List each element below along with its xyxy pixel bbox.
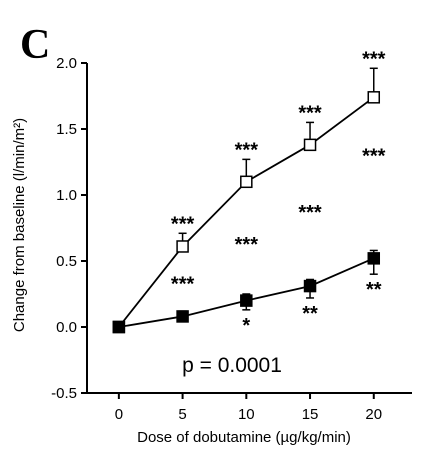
series-0-significance-label: *** bbox=[235, 139, 259, 161]
series-0-significance-label: *** bbox=[171, 213, 195, 235]
series-1-point bbox=[240, 294, 253, 307]
between-group-significance-label: *** bbox=[362, 145, 386, 167]
series-0-point bbox=[303, 138, 317, 152]
series-1-point bbox=[303, 279, 317, 293]
p-value-annotation: p = 0.0001 bbox=[182, 354, 282, 377]
x-tick-label: 20 bbox=[365, 406, 382, 423]
x-tick-label: 15 bbox=[302, 406, 319, 423]
y-tick-label: 1.5 bbox=[56, 121, 77, 138]
y-tick-label: 0.0 bbox=[56, 319, 77, 336]
series-1-significance-label: * bbox=[242, 315, 250, 337]
series-1-significance-label: ** bbox=[366, 279, 382, 301]
series-0-significance-label: *** bbox=[298, 102, 322, 124]
x-tick-label: 5 bbox=[178, 406, 186, 423]
panel-label: C bbox=[20, 22, 50, 68]
series-1-significance-label: ** bbox=[302, 303, 318, 325]
series-0-significance-label: *** bbox=[362, 48, 386, 70]
y-axis-title: Change from baseline (l/min/m²) bbox=[11, 118, 28, 332]
error-bars bbox=[178, 67, 378, 323]
between-group-significance-label: *** bbox=[235, 234, 259, 256]
y-tick-label: 1.0 bbox=[56, 187, 77, 204]
axes: 2.0 1.5 1.0 0.5 0.0 -0.5 0 5 10 15 20 bbox=[51, 55, 412, 423]
series-0-line bbox=[118, 96, 375, 328]
between-group-significance-label: *** bbox=[298, 202, 322, 224]
x-tick-label: 10 bbox=[238, 406, 255, 423]
series-1-point bbox=[367, 252, 381, 265]
markers bbox=[112, 91, 381, 334]
between-group-significance-label: *** bbox=[171, 273, 195, 295]
y-tick-label: 0.5 bbox=[56, 253, 77, 270]
x-axis-title: Dose of dobutamine (µg/kg/min) bbox=[137, 429, 351, 446]
series-lines bbox=[118, 96, 375, 328]
significance-labels: ***************************** bbox=[171, 48, 386, 337]
series-1-point bbox=[112, 320, 126, 334]
series-0-point bbox=[367, 91, 381, 104]
series-1-point bbox=[176, 310, 189, 323]
x-tick-label: 0 bbox=[115, 406, 123, 423]
series-0-point bbox=[176, 240, 189, 253]
y-tick-label: -0.5 bbox=[51, 385, 77, 402]
y-tick-label: 2.0 bbox=[56, 55, 77, 72]
series-0-point bbox=[240, 175, 253, 189]
